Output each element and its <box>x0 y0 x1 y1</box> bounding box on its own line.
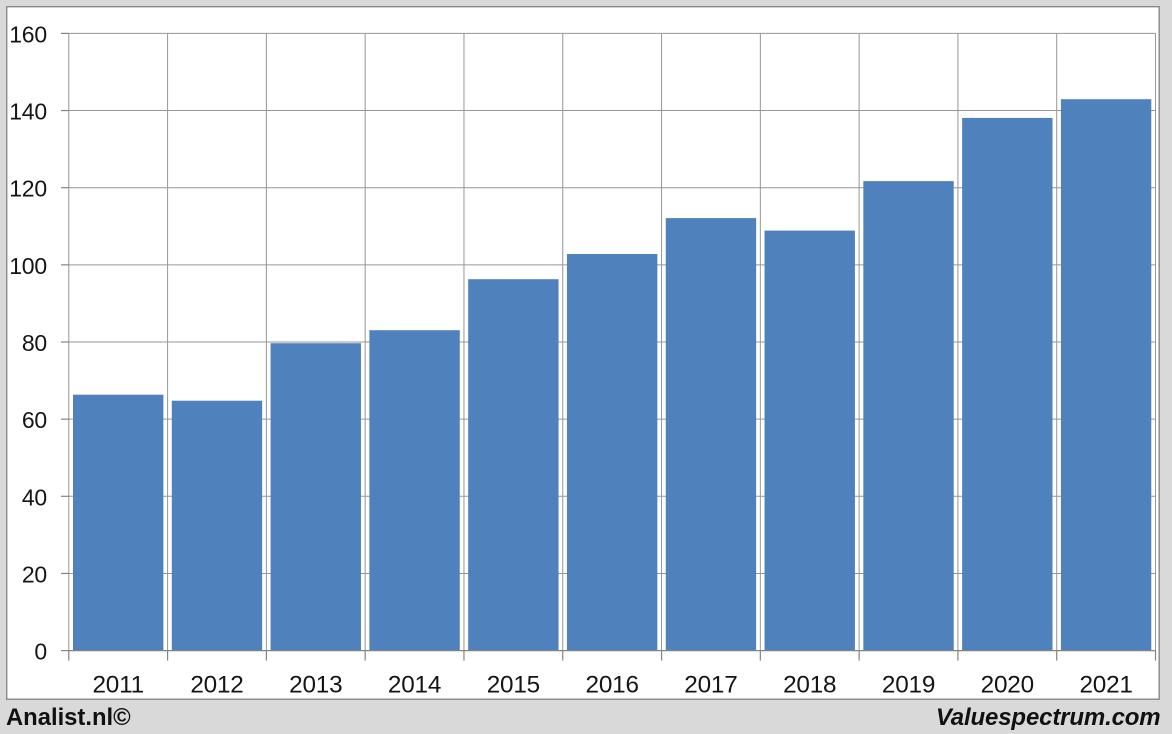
svg-text:0: 0 <box>34 639 47 665</box>
svg-text:2018: 2018 <box>783 672 836 699</box>
svg-text:2021: 2021 <box>1079 672 1132 699</box>
svg-text:Valuespectrum.com: Valuespectrum.com <box>936 704 1161 731</box>
svg-text:2012: 2012 <box>190 672 243 699</box>
svg-text:20: 20 <box>22 561 47 587</box>
svg-text:100: 100 <box>9 253 47 279</box>
svg-text:2017: 2017 <box>684 672 737 699</box>
svg-text:80: 80 <box>22 330 47 356</box>
svg-text:2019: 2019 <box>882 672 935 699</box>
svg-text:2011: 2011 <box>92 672 143 699</box>
svg-text:2013: 2013 <box>289 672 342 699</box>
svg-text:60: 60 <box>22 407 47 433</box>
svg-text:2016: 2016 <box>586 672 639 699</box>
svg-text:2015: 2015 <box>487 672 540 699</box>
svg-text:Analist.nl©: Analist.nl© <box>6 704 131 731</box>
svg-text:160: 160 <box>9 21 47 47</box>
svg-text:120: 120 <box>9 176 47 202</box>
svg-text:2020: 2020 <box>981 672 1034 699</box>
svg-text:2014: 2014 <box>388 672 441 699</box>
svg-text:40: 40 <box>22 484 47 510</box>
svg-text:140: 140 <box>9 99 47 125</box>
